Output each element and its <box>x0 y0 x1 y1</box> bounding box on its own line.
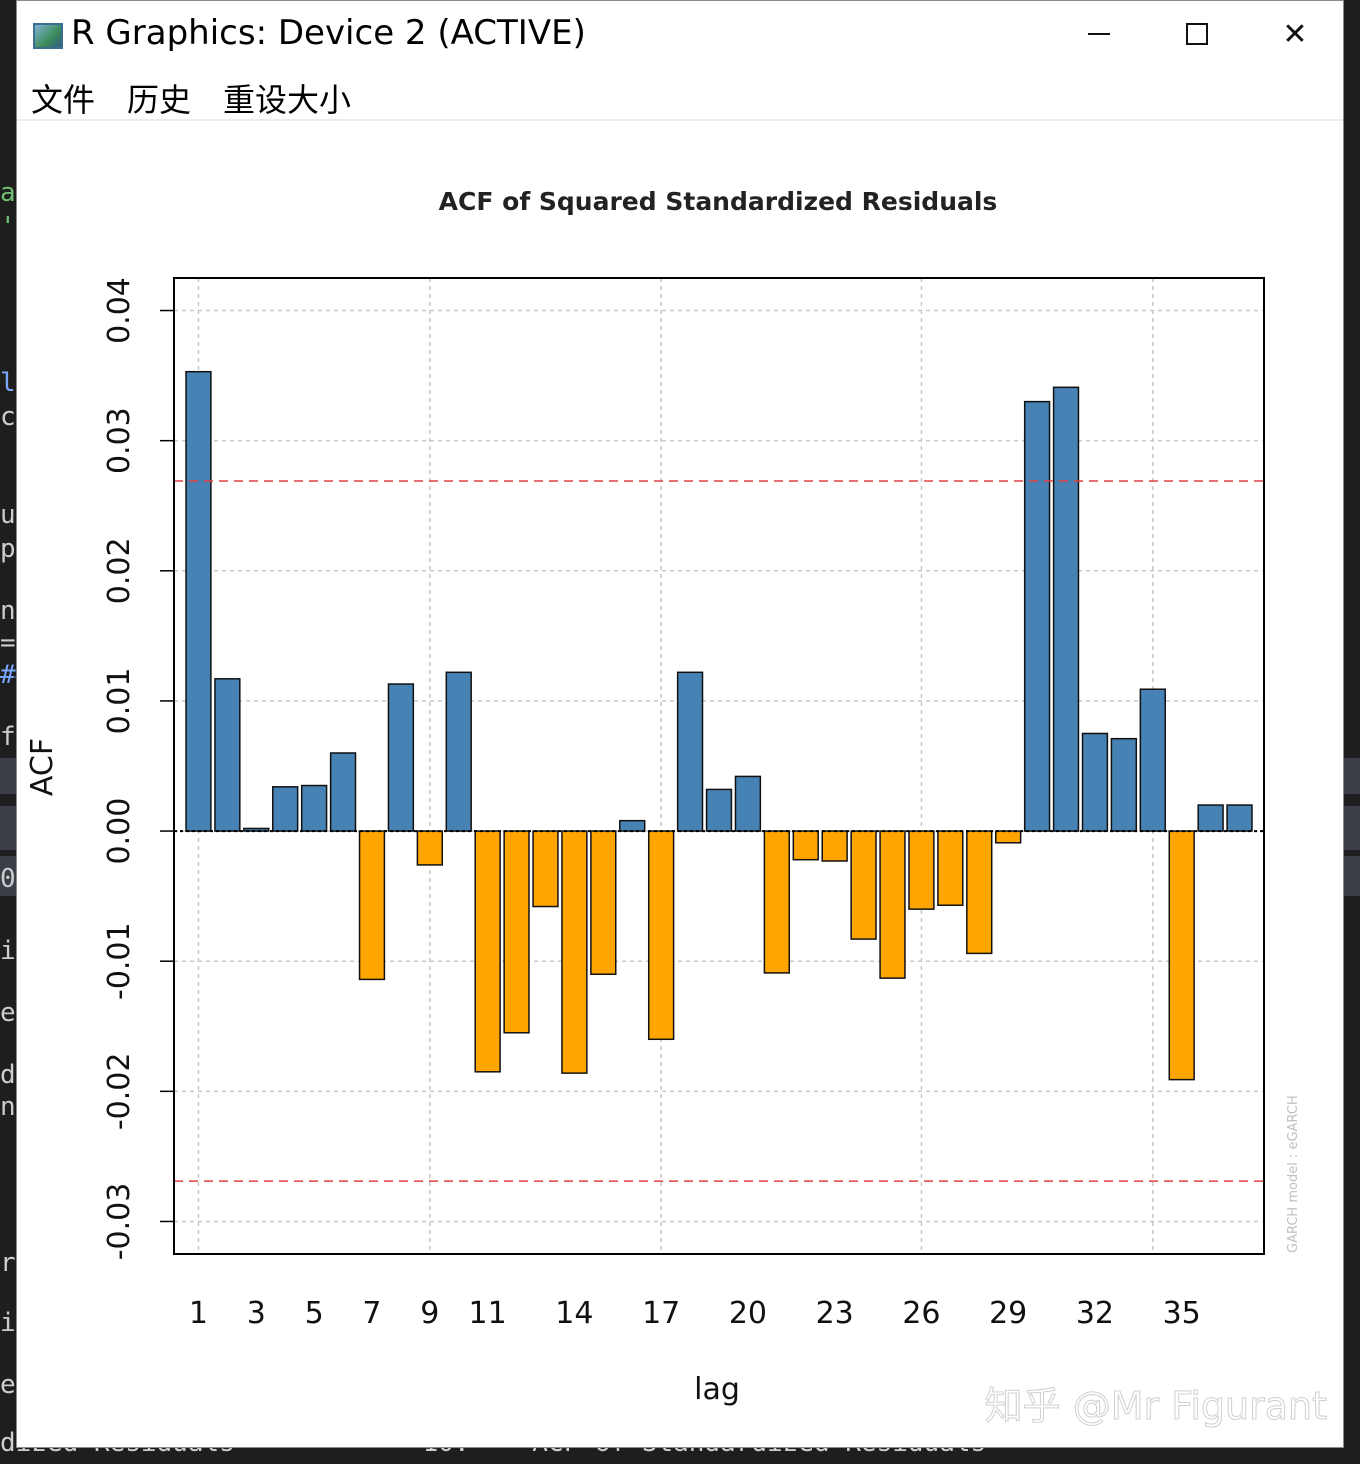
title-bar[interactable]: R Graphics: Device 2 (ACTIVE) ✕ <box>17 1 1343 69</box>
close-button[interactable]: ✕ <box>1265 11 1325 57</box>
y-axis-label: ACF <box>25 738 60 796</box>
acf-bar-positive <box>272 786 299 832</box>
x-tick-label: 11 <box>469 1296 507 1331</box>
editor-fragment: l <box>0 368 16 398</box>
x-tick-label: 26 <box>902 1296 940 1331</box>
x-tick-label: 23 <box>816 1296 854 1331</box>
x-tick-label: 5 <box>305 1296 324 1331</box>
x-tick-label: 3 <box>247 1296 266 1331</box>
minimize-button[interactable] <box>1069 11 1129 57</box>
y-tick-label: -0.02 <box>102 1053 137 1131</box>
y-tick-label: 0.02 <box>102 537 137 604</box>
r-graphics-app-icon <box>33 23 63 49</box>
y-tick-label: 0.03 <box>102 407 137 474</box>
x-tick-label: 9 <box>420 1296 439 1331</box>
menu-file[interactable]: 文件 <box>31 81 96 119</box>
acf-bar-negative <box>590 830 617 975</box>
acf-bar-negative <box>908 830 935 910</box>
x-tick-label: 1 <box>189 1296 208 1331</box>
y-tick-label: 0.04 <box>102 277 137 344</box>
acf-bar-negative <box>532 830 559 908</box>
acf-bar-negative <box>474 830 501 1073</box>
x-tick-label: 7 <box>362 1296 381 1331</box>
acf-bar-positive <box>1052 386 1080 832</box>
acf-bar-positive <box>734 775 762 832</box>
menu-resize[interactable]: 重设大小 <box>223 81 352 119</box>
x-tick-label: 20 <box>729 1296 767 1331</box>
menu-bar: 文件 历史 重设大小 <box>17 69 1343 121</box>
close-icon: ✕ <box>1282 16 1308 52</box>
acf-bar-positive <box>185 370 212 832</box>
acf-bar-positive <box>1023 400 1051 832</box>
acf-bar-positive <box>676 671 704 832</box>
acf-chart: ACF of Squared Standardized Residuals AC… <box>25 187 1328 1429</box>
acf-bar-negative <box>937 830 964 906</box>
acf-bar-positive <box>1197 804 1224 832</box>
acf-bar-negative <box>792 830 819 861</box>
acf-bar-negative <box>821 830 848 862</box>
x-tick-label: 32 <box>1076 1296 1114 1331</box>
x-tick-label: 17 <box>642 1296 680 1331</box>
menu-history[interactable]: 历史 <box>127 81 192 119</box>
acf-bar-positive <box>619 819 646 832</box>
x-tick-label: 35 <box>1163 1296 1201 1331</box>
model-annotation: GARCH model : eGARCH <box>1286 1095 1301 1253</box>
editor-fragment: r <box>0 1248 16 1278</box>
watermark: 知乎 @Mr Figurant <box>985 1384 1327 1428</box>
acf-bar-positive <box>1226 804 1253 832</box>
x-tick-label: 29 <box>989 1296 1027 1331</box>
acf-bar-positive <box>329 752 357 832</box>
acf-bar-negative <box>850 830 877 940</box>
y-tick-label: -0.03 <box>102 1183 137 1261</box>
acf-bar-negative <box>416 830 443 866</box>
acf-bar-positive <box>243 827 270 832</box>
chart-title: ACF of Squared Standardized Residuals <box>439 187 998 216</box>
acf-bar-positive <box>1110 737 1138 832</box>
acf-bar-positive <box>1139 688 1166 832</box>
plot-frame <box>173 277 1265 1255</box>
acf-bar-negative <box>1168 830 1195 1081</box>
plot-area: ACF of Squared Standardized Residuals AC… <box>17 121 1343 1447</box>
y-tick-label: -0.01 <box>102 922 137 1000</box>
x-tick-label: 14 <box>555 1296 593 1331</box>
acf-bar-positive <box>445 671 472 832</box>
acf-bar-positive <box>214 678 241 832</box>
acf-bar-negative <box>561 830 588 1074</box>
minimize-icon <box>1088 33 1110 35</box>
r-graphics-window[interactable]: R Graphics: Device 2 (ACTIVE) ✕ 文件 历史 重设… <box>16 0 1344 1448</box>
acf-bar-positive <box>387 683 415 832</box>
acf-bar-negative <box>879 830 906 979</box>
acf-bar-negative <box>647 830 675 1041</box>
window-title: R Graphics: Device 2 (ACTIVE) <box>71 13 586 53</box>
x-axis-label: lag <box>694 1372 740 1407</box>
acf-bar-negative <box>995 830 1022 844</box>
acf-bar-negative <box>358 830 386 981</box>
acf-bar-negative <box>763 830 791 974</box>
maximize-button[interactable] <box>1167 11 1227 57</box>
maximize-icon <box>1186 23 1208 45</box>
y-tick-label: 0.00 <box>102 798 137 865</box>
acf-bar-positive <box>705 788 733 832</box>
acf-bar-positive <box>300 784 328 832</box>
acf-bar-negative <box>966 830 993 955</box>
acf-bar-positive <box>1081 732 1109 832</box>
y-tick-label: 0.01 <box>102 668 137 735</box>
acf-bar-negative <box>503 830 530 1034</box>
